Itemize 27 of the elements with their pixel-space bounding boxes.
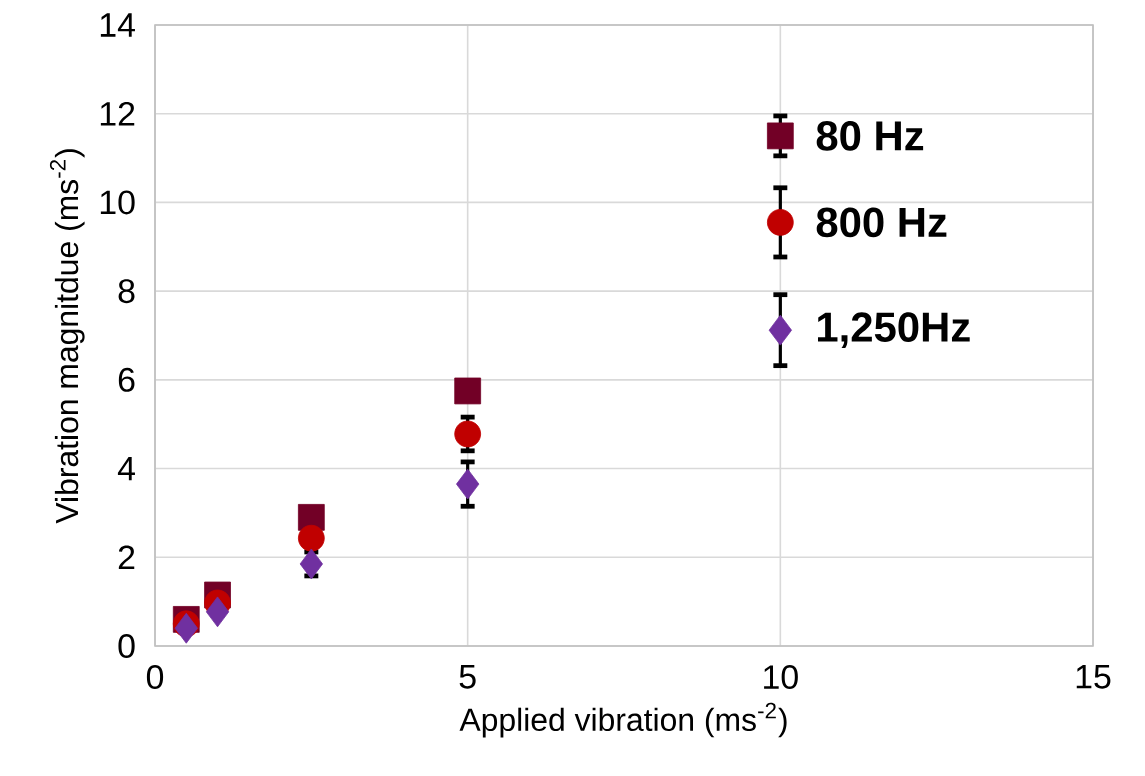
point [205, 596, 230, 628]
y-tick-label: 12 [100, 101, 135, 126]
y-tick-label: 4 [117, 456, 135, 481]
point [456, 468, 480, 500]
x-tick-label: 0 [146, 665, 164, 690]
x-tick-label: 10 [764, 665, 798, 690]
y-tick-label: 14 [100, 13, 135, 37]
series-label: 1,250Hz [818, 312, 970, 349]
point [299, 548, 323, 580]
point [174, 612, 198, 644]
x-tick-label: 15 [1076, 665, 1111, 689]
y-tick-label: 2 [118, 545, 135, 570]
point [766, 209, 794, 236]
point [768, 314, 792, 346]
point [297, 524, 325, 552]
y-tick-label: 0 [118, 634, 135, 658]
y-axis-title: Vibration magnitdue (ms$^{-2}$) [49, 149, 85, 524]
legend-label: 800 Hz [816, 207, 947, 238]
point [454, 420, 482, 448]
point [766, 122, 794, 150]
y-tick-label: 10 [100, 190, 135, 215]
point [454, 377, 482, 405]
x-axis-title: Applied vibration (ms$^{-2}$) [459, 702, 787, 738]
series-label: 80 Hz [816, 121, 924, 151]
y-tick-label: 6 [118, 367, 135, 392]
y-tick-label: 8 [118, 279, 135, 304]
x-tick-label: 5 [459, 665, 476, 689]
